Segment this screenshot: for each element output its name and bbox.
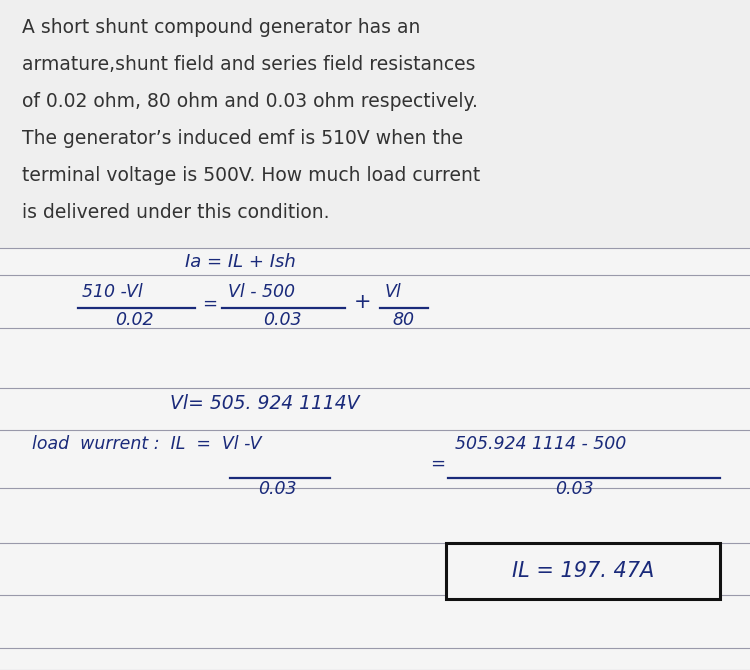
Text: +: + <box>354 292 371 312</box>
Text: 510 -Vl: 510 -Vl <box>82 283 142 301</box>
Text: =: = <box>202 295 217 313</box>
Text: is delivered under this condition.: is delivered under this condition. <box>22 203 329 222</box>
Text: A short shunt compound generator has an: A short shunt compound generator has an <box>22 18 420 37</box>
FancyBboxPatch shape <box>0 0 750 248</box>
Text: =: = <box>430 455 445 473</box>
Text: armature,shunt field and series field resistances: armature,shunt field and series field re… <box>22 55 476 74</box>
Text: 505.924 1114 - 500: 505.924 1114 - 500 <box>455 435 626 453</box>
Text: IL = 197. 47A: IL = 197. 47A <box>512 561 654 581</box>
FancyBboxPatch shape <box>446 543 720 599</box>
Text: 0.03: 0.03 <box>263 311 302 329</box>
Text: of 0.02 ohm, 80 ohm and 0.03 ohm respectively.: of 0.02 ohm, 80 ohm and 0.03 ohm respect… <box>22 92 478 111</box>
Text: terminal voltage is 500V. How much load current: terminal voltage is 500V. How much load … <box>22 166 480 185</box>
Text: 0.02: 0.02 <box>115 311 154 329</box>
Text: 0.03: 0.03 <box>258 480 296 498</box>
Text: 80: 80 <box>392 311 414 329</box>
Text: The generator’s induced emf is 510V when the: The generator’s induced emf is 510V when… <box>22 129 463 148</box>
Text: 0.03: 0.03 <box>555 480 593 498</box>
Text: load  wurrent :  IL  =  Vl -V: load wurrent : IL = Vl -V <box>32 435 262 453</box>
FancyBboxPatch shape <box>0 248 750 670</box>
Text: Vl - 500: Vl - 500 <box>228 283 295 301</box>
Text: Vl: Vl <box>385 283 402 301</box>
Text: Vl= 505. 924 1114V: Vl= 505. 924 1114V <box>170 394 359 413</box>
Text: Ia = IL + Ish: Ia = IL + Ish <box>185 253 296 271</box>
